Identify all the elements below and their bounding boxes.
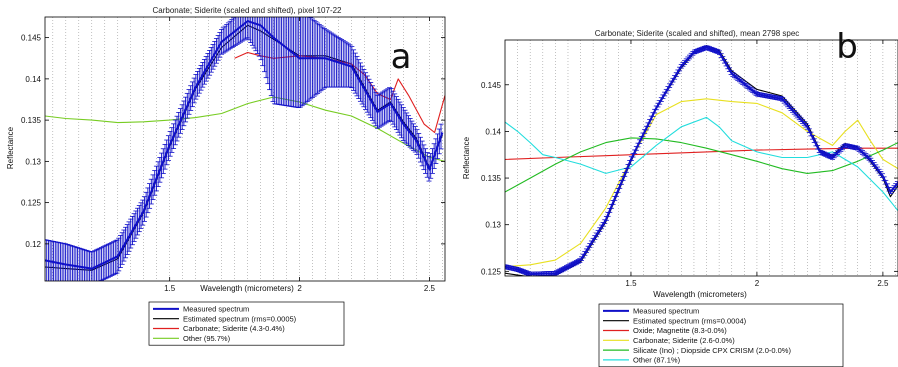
- panel-letter: a: [391, 37, 412, 77]
- series-carbonate-siderite-2-6-0-0: [505, 98, 898, 268]
- plot-series: [45, 17, 445, 281]
- legend-label: Measured spectrum: [633, 307, 699, 316]
- legend-label: Estimated spectrum (rms=0.0005): [183, 314, 297, 323]
- x-tick-label: 2.5: [877, 279, 889, 288]
- x-axis-label: Wavelength (micrometers): [653, 290, 747, 299]
- series-line-measured-spectrum: [505, 46, 898, 276]
- legend-box: [148, 301, 345, 346]
- panel-letter: b: [836, 27, 858, 67]
- y-tick-label: 0.13: [485, 221, 501, 230]
- chart-panel-a: 1.5 2 2.5 0.12 0.125 0.13 0.135 0.14 0.145 Carbon…: [6, 6, 446, 346]
- legend-item: Other (87.1%): [603, 356, 681, 365]
- y-tick-label: 0.125: [481, 267, 502, 276]
- y-tick-label: 0.145: [481, 81, 502, 90]
- x-tick-label: 2: [297, 284, 302, 293]
- legend-label: Measured spectrum: [183, 305, 249, 314]
- y-tick-label: 0.135: [481, 174, 502, 183]
- axes-frame: [44, 16, 446, 282]
- chart-title: Carbonate; Siderite (scaled and shifted)…: [595, 29, 800, 38]
- x-tick-label: 2.5: [424, 284, 436, 293]
- y-tick-label: 0.14: [25, 75, 41, 84]
- plot-area: [505, 40, 898, 276]
- chart-title: Carbonate; Siderite (scaled and shifted)…: [153, 6, 343, 15]
- y-axis-label: Reflectance: [462, 136, 471, 179]
- legend-label: Other (87.1%): [633, 356, 681, 365]
- y-tick-label: 0.135: [21, 116, 42, 125]
- x-tick-label: 1.5: [164, 284, 176, 293]
- x-tick-label: 2: [755, 279, 760, 288]
- series-silicate-ino-diopside-cpx-crism-2-0-0-0: [505, 137, 898, 193]
- series-line-carbonate-siderite-2-6-0-0: [505, 98, 898, 268]
- legend-box: [598, 303, 844, 367]
- y-tick-label: 0.125: [21, 199, 42, 208]
- channel-grid: [52, 17, 443, 281]
- series-measured-spectrum: [505, 45, 898, 276]
- series-carbonate-siderite-4-3-0-4: [234, 51, 445, 134]
- legend-item: Measured spectrum: [603, 307, 699, 316]
- series-line-measured-spectrum: [45, 20, 444, 270]
- axes-frame: [504, 39, 898, 277]
- legend-item: Silicate (Ino) ; Diopside CPX CRISM (2.0…: [603, 346, 791, 355]
- series-other-95-7: [45, 96, 445, 162]
- series-line-carbonate-siderite-4-3-0-4: [234, 51, 445, 134]
- legend-label: Silicate (Ino) ; Diopside CPX CRISM (2.0…: [633, 346, 791, 355]
- legend-item: Estimated spectrum (rms=0.0005): [153, 314, 297, 323]
- legend-item: Carbonate; Siderite (4.3-0.4%): [153, 324, 285, 333]
- legend-label: Oxide; Magnetite (8.3-0.0%): [633, 326, 727, 335]
- legend-label: Estimated spectrum (rms=0.0004): [633, 316, 747, 325]
- series-measured-spectrum: [45, 17, 444, 281]
- legend-item: Other (95.7%): [153, 334, 231, 343]
- x-axis-label: Wavelength (micrometers): [200, 284, 294, 293]
- series-line-silicate-ino-diopside-cpx-crism-2-0-0-0: [505, 137, 898, 193]
- legend-label: Carbonate; Siderite (2.6-0.0%): [633, 336, 735, 345]
- chart-panel-b: 1.5 2 2.5 0.125 0.13 0.135 0.14 0.145 Carbonate;…: [462, 27, 898, 367]
- legend-item: Carbonate; Siderite (2.6-0.0%): [603, 336, 735, 345]
- legend-label: Other (95.7%): [183, 334, 231, 343]
- legend-label: Carbonate; Siderite (4.3-0.4%): [183, 324, 285, 333]
- x-tick-label: 1.5: [625, 279, 637, 288]
- y-axis-label: Reflectance: [6, 126, 15, 169]
- plot-series: [505, 45, 898, 276]
- y-tick-label: 0.12: [25, 240, 41, 249]
- y-tick-label: 0.13: [25, 157, 41, 166]
- legend-item: Estimated spectrum (rms=0.0004): [603, 316, 747, 325]
- y-tick-label: 0.145: [21, 34, 42, 43]
- legend-item: Oxide; Magnetite (8.3-0.0%): [603, 326, 727, 335]
- series-line-other-95-7: [45, 96, 445, 162]
- plot-area: [45, 17, 445, 281]
- legend-item: Measured spectrum: [153, 305, 249, 314]
- y-tick-label: 0.14: [485, 127, 501, 136]
